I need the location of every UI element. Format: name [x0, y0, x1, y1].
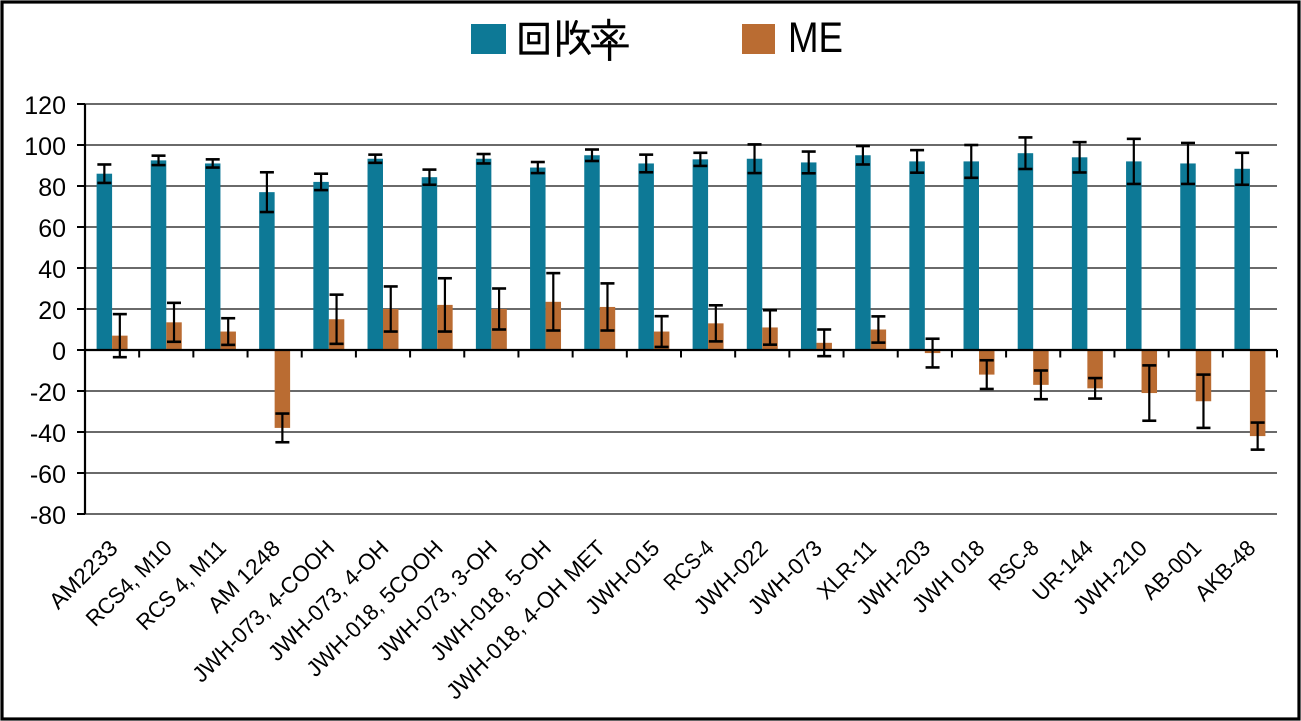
svg-text:-40: -40: [30, 420, 66, 448]
svg-text:100: 100: [24, 133, 66, 161]
svg-text:0: 0: [52, 338, 66, 366]
svg-text:40: 40: [38, 256, 66, 284]
svg-text:-60: -60: [30, 461, 66, 489]
svg-text:80: 80: [38, 174, 66, 202]
svg-text:60: 60: [38, 215, 66, 243]
svg-text:-80: -80: [30, 502, 66, 530]
svg-text:120: 120: [24, 92, 66, 120]
svg-text:ME: ME: [788, 14, 843, 62]
svg-text:20: 20: [38, 297, 66, 325]
svg-text:-20: -20: [30, 379, 66, 407]
